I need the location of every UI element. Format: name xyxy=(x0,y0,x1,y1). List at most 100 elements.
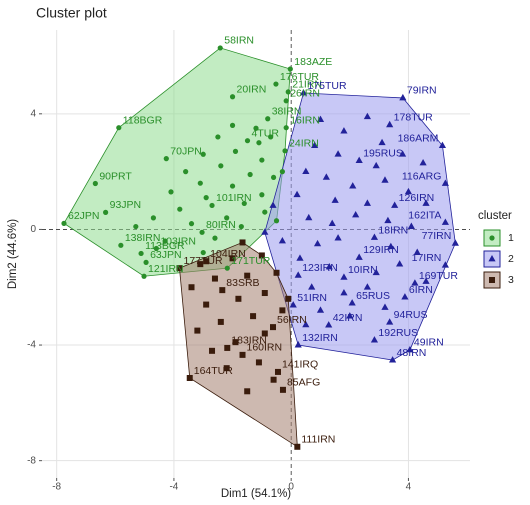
point xyxy=(217,45,223,51)
point-label: 178TUR xyxy=(394,112,434,124)
y-tick-label: -4 xyxy=(27,340,36,351)
point xyxy=(177,206,183,212)
point xyxy=(346,312,354,319)
point xyxy=(340,289,348,296)
point-label: 4TUR xyxy=(251,127,279,139)
point xyxy=(224,344,231,351)
x-axis-title: Dim1 (54.1%) xyxy=(221,488,291,500)
legend-label: 1 xyxy=(508,232,514,244)
point-label: 192RUS xyxy=(378,327,418,339)
point-label: 65RUS xyxy=(356,290,390,302)
point xyxy=(215,134,221,140)
point xyxy=(203,301,210,308)
point xyxy=(386,120,394,128)
point xyxy=(296,254,304,261)
point-label: 6IRN xyxy=(409,284,433,296)
point xyxy=(348,299,356,306)
point xyxy=(273,81,279,87)
point xyxy=(372,161,380,169)
point-label: 42IRN xyxy=(333,312,363,324)
point xyxy=(232,339,239,346)
point-label: 80IRN xyxy=(206,219,236,231)
point xyxy=(355,253,363,260)
point xyxy=(396,260,404,267)
point xyxy=(441,218,449,225)
point xyxy=(261,228,269,235)
point xyxy=(255,359,262,366)
point xyxy=(322,173,330,180)
legend-label: 3 xyxy=(508,274,514,286)
point-label: 183IRN xyxy=(231,335,267,347)
point-label: 18IRN xyxy=(378,224,408,236)
point xyxy=(399,93,407,101)
point xyxy=(302,320,310,328)
point-label: 104IRN xyxy=(210,248,246,260)
point xyxy=(224,265,230,271)
point xyxy=(211,275,218,282)
point xyxy=(299,89,308,96)
point xyxy=(268,134,274,140)
point xyxy=(229,183,236,189)
point xyxy=(219,287,226,294)
point xyxy=(285,89,291,95)
point xyxy=(186,374,193,381)
point xyxy=(133,223,139,230)
point-label: 56IRN xyxy=(277,314,307,326)
point-label: 101IRN xyxy=(216,192,252,204)
point xyxy=(340,273,348,280)
point xyxy=(282,148,288,154)
point xyxy=(401,293,409,300)
point xyxy=(61,220,67,226)
point xyxy=(92,180,98,187)
point xyxy=(355,156,363,164)
point xyxy=(407,222,415,229)
point-label: 138IRN xyxy=(125,232,161,244)
point-label: 83SRB xyxy=(226,277,259,289)
point-label: 132IRN xyxy=(302,332,338,344)
point xyxy=(223,365,230,372)
point xyxy=(313,239,322,247)
point xyxy=(404,187,413,195)
point xyxy=(316,306,325,313)
point-label: 116ARG xyxy=(402,170,442,182)
legend-marker xyxy=(489,235,495,241)
y-axis-title: Dim2 (44.6%) xyxy=(7,219,19,289)
point xyxy=(153,245,159,252)
point xyxy=(265,116,271,122)
point xyxy=(441,261,449,268)
point-label: 160IRN xyxy=(247,342,283,354)
point xyxy=(269,201,277,208)
legend-marker xyxy=(489,277,495,283)
point-label: 85AFG xyxy=(287,377,320,389)
point-label: 26IRN xyxy=(290,88,320,100)
point xyxy=(188,221,195,227)
point xyxy=(224,215,230,221)
point xyxy=(229,255,236,262)
point xyxy=(378,138,386,146)
point xyxy=(273,269,280,276)
y-tick-label: 4 xyxy=(30,108,36,119)
point xyxy=(256,140,262,146)
point xyxy=(143,259,149,265)
point xyxy=(259,192,265,198)
point xyxy=(349,182,357,189)
point xyxy=(197,180,203,186)
point xyxy=(387,242,395,250)
point xyxy=(283,98,289,104)
point xyxy=(273,218,280,224)
y-tick-label: -8 xyxy=(27,455,36,466)
point xyxy=(381,176,389,183)
point xyxy=(293,190,301,198)
point xyxy=(279,307,286,314)
point xyxy=(270,324,277,331)
point xyxy=(244,388,251,395)
point xyxy=(370,336,379,343)
point xyxy=(294,443,301,450)
point xyxy=(229,122,236,128)
point xyxy=(209,347,216,354)
point xyxy=(279,169,285,175)
point xyxy=(197,261,204,268)
